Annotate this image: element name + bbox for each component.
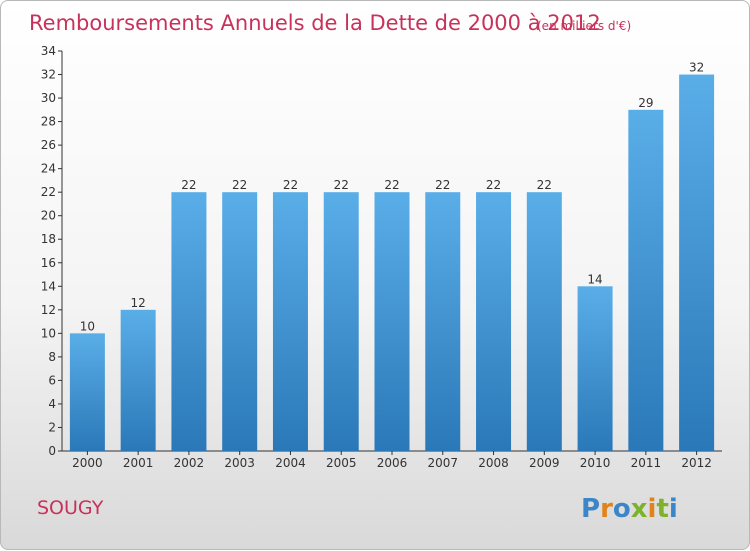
data-label: 10 (80, 319, 95, 333)
y-tick-label: 28 (41, 115, 56, 129)
data-label: 22 (537, 178, 552, 192)
y-tick-label: 16 (41, 256, 56, 270)
bar (374, 192, 410, 452)
x-tick-label: 2001 (123, 456, 154, 470)
data-labels: 10 12 22 22 22 22 22 22 22 22 14 29 32 (80, 61, 705, 334)
data-label: 22 (435, 178, 450, 192)
logo-letter: i (648, 494, 657, 524)
y-tick-label: 22 (41, 185, 56, 199)
y-tick-label: 2 (48, 420, 56, 434)
logo-letter: r (600, 494, 613, 524)
data-label: 14 (587, 272, 602, 286)
bar (476, 192, 512, 452)
y-tick-label: 6 (48, 373, 56, 387)
logo-letter: x (631, 494, 648, 524)
x-tick-label: 2000 (72, 456, 103, 470)
x-tick-label: 2003 (224, 456, 255, 470)
data-label: 32 (689, 61, 704, 75)
y-tick-label: 14 (41, 279, 56, 293)
y-tick-label: 0 (48, 444, 56, 458)
x-tick-label: 2009 (529, 456, 560, 470)
x-tick-label: 2008 (478, 456, 509, 470)
x-tick-label: 2004 (275, 456, 306, 470)
bar (577, 286, 613, 451)
y-tick-label: 32 (41, 68, 56, 82)
x-tick-label: 2010 (580, 456, 611, 470)
y-tick-label: 24 (41, 162, 56, 176)
bar (425, 192, 461, 452)
data-label: 22 (283, 178, 298, 192)
bar (222, 192, 258, 452)
logo-letter: o (613, 494, 631, 524)
data-label: 29 (638, 96, 653, 110)
data-label: 22 (486, 178, 501, 192)
x-tick-label: 2012 (681, 456, 712, 470)
y-tick-label: 10 (41, 326, 56, 340)
bar (323, 192, 359, 452)
bar (628, 109, 664, 451)
y-tick-label: 20 (41, 209, 56, 223)
chart-title: Remboursements Annuels de la Dette de 20… (29, 11, 601, 35)
bar (526, 192, 562, 452)
data-label: 22 (334, 178, 349, 192)
x-tick-label: 2011 (631, 456, 662, 470)
commune-name: SOUGY (37, 497, 104, 519)
logo-letter: i (669, 494, 678, 524)
bar (679, 74, 715, 451)
x-tick-label: 2007 (427, 456, 458, 470)
y-tick-label: 26 (41, 138, 56, 152)
y-tick-label: 4 (48, 397, 56, 411)
x-tick-label: 2006 (377, 456, 408, 470)
x-axis: 2000 2001 2002 2003 2004 2005 2006 2007 2008 2009… (62, 450, 722, 470)
y-tick-label: 30 (41, 91, 56, 105)
bar (120, 309, 156, 451)
y-tick-label: 18 (41, 232, 56, 246)
logo-letter: P (581, 494, 600, 524)
y-tick-label: 8 (48, 350, 56, 364)
y-tick-label: 34 (41, 44, 56, 58)
data-label: 22 (384, 178, 399, 192)
logo-letter: t (656, 494, 668, 524)
y-tick-label: 12 (41, 303, 56, 317)
data-label: 12 (131, 296, 146, 310)
bar (69, 333, 105, 451)
x-tick-label: 2002 (174, 456, 205, 470)
bars (69, 74, 715, 452)
data-label: 22 (181, 178, 196, 192)
proxiti-logo: Proxiti (581, 494, 678, 524)
data-label: 22 (232, 178, 247, 192)
chart-subtitle: (en milliers d'€) (537, 19, 631, 33)
bar (171, 192, 207, 452)
x-tick-label: 2005 (326, 456, 357, 470)
bar (272, 192, 308, 452)
